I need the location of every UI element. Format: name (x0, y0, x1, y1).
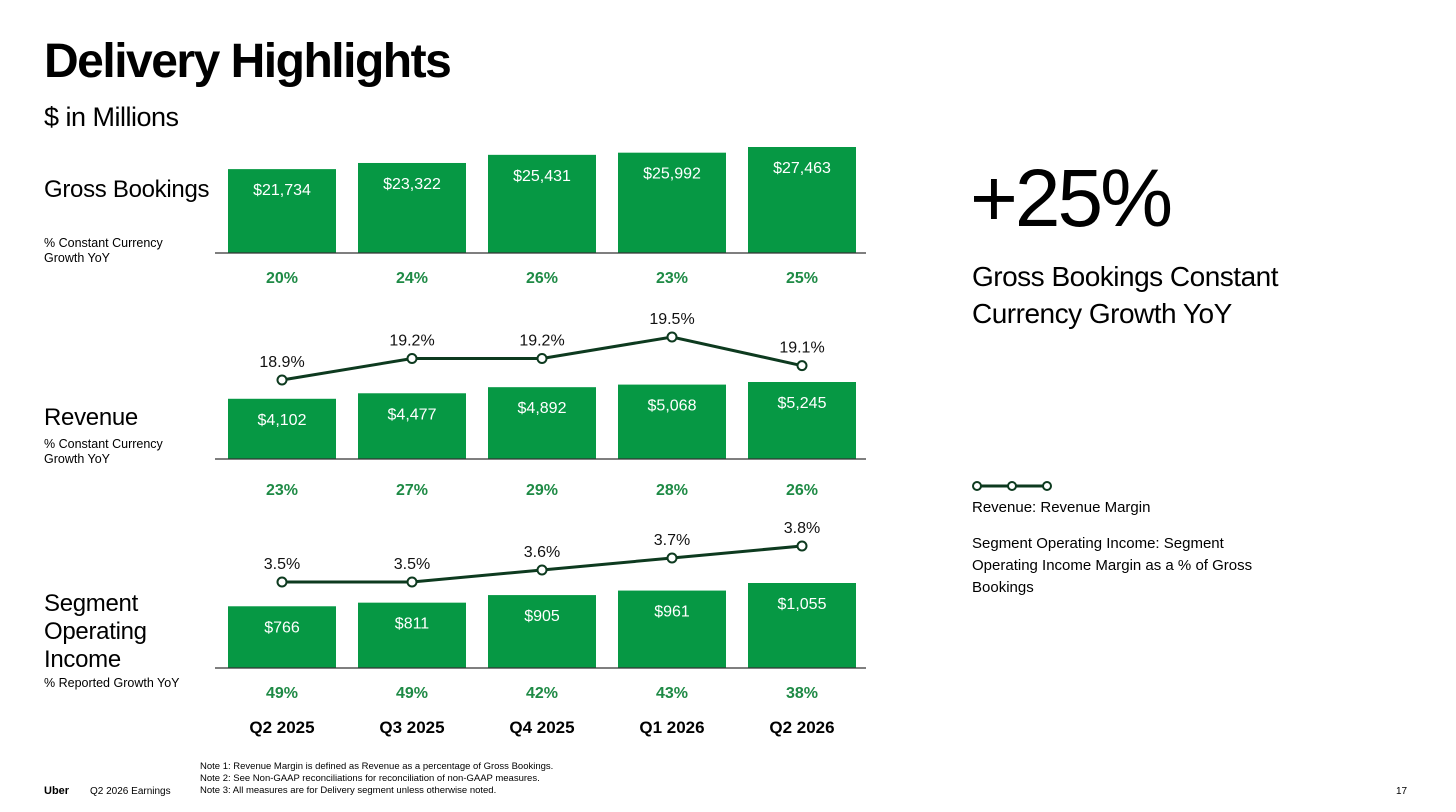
bar (228, 169, 336, 253)
growth-label: 20% (266, 270, 298, 287)
margin-marker (796, 540, 808, 552)
bar (488, 595, 596, 668)
bar-value-label: $905 (524, 608, 560, 625)
bar-value-label: $4,477 (388, 406, 437, 423)
footnote-2: Note 2: See Non-GAAP reconciliations for… (200, 773, 540, 784)
growth-label: 38% (786, 685, 818, 702)
bar (618, 384, 726, 459)
growth-label: 24% (396, 270, 428, 287)
growth-label: 28% (656, 482, 688, 499)
growth-label: 49% (266, 685, 298, 702)
big-number: +25% (970, 153, 1173, 244)
slide-title: Delivery Highlights (44, 35, 452, 88)
revenue-sublabel: % Constant Currency Growth YoY (44, 437, 163, 466)
footnote-1: Note 1: Revenue Margin is defined as Rev… (200, 761, 554, 772)
gross-bookings-label: Gross Bookings (44, 176, 210, 203)
bar-value-label: $766 (264, 619, 300, 636)
legend-revenue-margin: Revenue: Revenue Margin (972, 499, 1151, 516)
page-number: 17 (1396, 786, 1408, 797)
margin-label: 19.1% (779, 340, 824, 357)
bar-value-label: $4,102 (258, 412, 307, 429)
bar-value-label: $1,055 (778, 596, 827, 613)
segment-operating-income-label: Segment Operating Income (44, 590, 147, 673)
quarter-label: Q4 2025 (509, 718, 574, 737)
margin-marker (276, 576, 288, 588)
bar (748, 583, 856, 668)
growth-label: 26% (786, 482, 818, 499)
bar (358, 393, 466, 459)
growth-label: 23% (266, 482, 298, 499)
legend-marker (1007, 481, 1017, 491)
margin-label: 3.5% (394, 556, 430, 573)
gross-bookings-sublabel: % Constant Currency Growth YoY (44, 236, 163, 265)
bar (358, 602, 466, 668)
bar (748, 382, 856, 459)
bar (358, 162, 466, 253)
segment-operating-income-sublabel: % Reported Growth YoY (44, 676, 180, 690)
growth-label: 43% (656, 685, 688, 702)
bar-value-label: $811 (395, 616, 430, 633)
growth-label: 25% (786, 270, 818, 287)
legend-marker (1042, 481, 1052, 491)
margin-label: 19.2% (389, 333, 434, 350)
margin-label: 3.8% (784, 520, 820, 537)
legend-segment-margin: Segment Operating Income: Segment Operat… (972, 535, 1253, 596)
growth-label: 49% (396, 685, 428, 702)
growth-label: 29% (526, 482, 558, 499)
slide-subtitle: $ in Millions (44, 102, 179, 132)
quarter-label: Q2 2025 (249, 718, 314, 737)
growth-label: 26% (526, 270, 558, 287)
bar-value-label: $5,245 (778, 395, 827, 412)
margin-label: 3.5% (264, 556, 300, 573)
bar-value-label: $25,431 (513, 168, 571, 185)
bar (748, 147, 856, 253)
bar (488, 154, 596, 253)
footnote-3: Note 3: All measures are for Delivery se… (200, 785, 497, 796)
bar (228, 606, 336, 668)
big-number-caption: Gross Bookings Constant Currency Growth … (972, 261, 1279, 329)
margin-marker (536, 564, 548, 576)
bar (488, 387, 596, 459)
bar-value-label: $23,322 (383, 176, 441, 193)
growth-label: 42% (526, 685, 558, 702)
margin-label: 19.5% (649, 311, 694, 328)
bar-value-label: $25,992 (643, 166, 701, 183)
bar-value-label: $27,463 (773, 160, 831, 177)
footer-brand: Uber (44, 785, 70, 797)
bar-value-label: $21,734 (253, 182, 311, 199)
margin-marker (406, 576, 418, 588)
margin-marker (536, 353, 548, 364)
margin-marker (666, 331, 678, 343)
footer-report-name: Q2 2026 Earnings (90, 786, 171, 797)
bar (228, 398, 336, 459)
margin-label: 18.9% (259, 354, 304, 371)
growth-label: 23% (656, 270, 688, 287)
bar-value-label: $4,892 (518, 400, 567, 417)
quarter-label: Q2 2026 (769, 718, 834, 737)
margin-label: 19.2% (519, 333, 564, 350)
margin-marker (666, 552, 678, 564)
quarter-label: Q3 2025 (379, 718, 444, 737)
bar (618, 152, 726, 253)
bar (618, 590, 726, 668)
legend-line-icon (972, 481, 1052, 491)
bar-value-label: $5,068 (648, 398, 697, 415)
margin-marker (406, 353, 418, 364)
margin-label: 3.6% (524, 544, 560, 561)
quarter-label: Q1 2026 (639, 718, 704, 737)
revenue-label: Revenue (44, 404, 138, 431)
growth-label: 27% (396, 482, 428, 499)
margin-marker (796, 360, 808, 372)
margin-label: 3.7% (654, 532, 690, 549)
legend-marker (972, 481, 982, 491)
margin-marker (276, 374, 288, 386)
bar-value-label: $961 (654, 604, 690, 621)
